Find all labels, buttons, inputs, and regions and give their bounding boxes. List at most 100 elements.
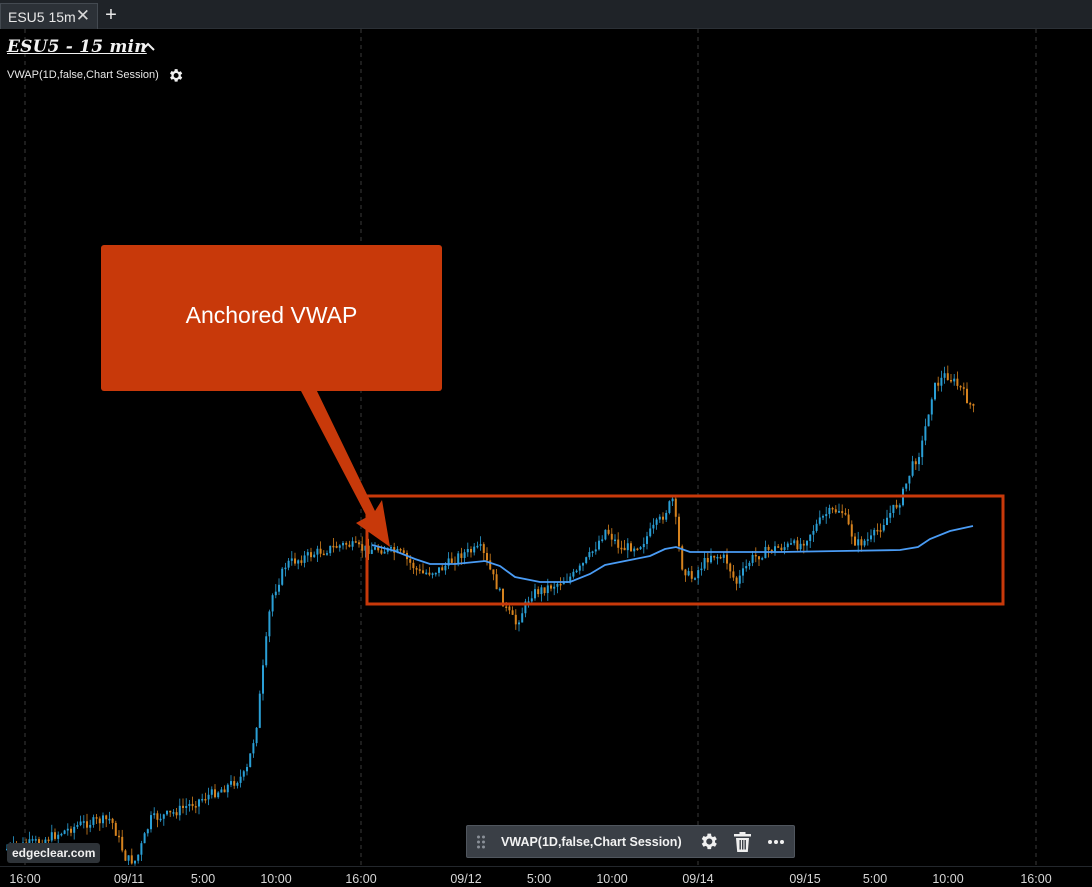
- candle: [873, 529, 876, 536]
- x-tick-label: 5:00: [526, 872, 552, 886]
- candle: [358, 542, 360, 545]
- candle: [63, 830, 66, 834]
- x-tick-label: 5:00: [190, 872, 216, 886]
- candle: [134, 860, 136, 864]
- candle: [70, 828, 72, 833]
- candle: [150, 815, 152, 830]
- candle: [738, 575, 741, 584]
- chevron-up-icon[interactable]: [139, 38, 157, 56]
- candle: [50, 832, 53, 841]
- more-icon[interactable]: [759, 826, 793, 857]
- close-icon[interactable]: ✕: [75, 6, 90, 25]
- candle: [793, 540, 796, 544]
- candle: [338, 545, 341, 548]
- grid-lines: [24, 29, 1037, 866]
- candle: [697, 570, 700, 579]
- candle: [783, 547, 786, 550]
- candle: [182, 805, 184, 808]
- candle: [121, 836, 124, 851]
- price-chart[interactable]: [0, 29, 1092, 866]
- candle: [86, 821, 88, 828]
- candle: [329, 545, 332, 554]
- gear-icon[interactable]: [691, 826, 725, 857]
- candle: [169, 810, 172, 813]
- vwap-line: [371, 525, 974, 583]
- candle: [710, 555, 712, 563]
- candle: [482, 544, 485, 554]
- candle: [319, 548, 322, 554]
- candle: [681, 546, 684, 570]
- candle: [530, 598, 533, 602]
- tab-esu5-15m[interactable]: ESU5 15m ✕: [0, 3, 98, 29]
- candle: [108, 818, 111, 821]
- candle: [671, 498, 674, 502]
- candle: [508, 606, 511, 611]
- candle: [140, 843, 143, 855]
- candle: [706, 557, 709, 563]
- candle: [665, 512, 668, 520]
- candle: [809, 534, 812, 541]
- candle: [438, 567, 440, 573]
- candle: [444, 565, 447, 571]
- candle: [294, 558, 296, 564]
- candle: [412, 562, 415, 569]
- candle: [524, 601, 527, 614]
- candle: [223, 789, 226, 793]
- candle: [754, 554, 757, 557]
- candle: [870, 535, 872, 540]
- candle: [617, 539, 620, 548]
- x-tick-label: 09/12: [450, 872, 482, 886]
- candle: [89, 824, 92, 828]
- candle: [946, 373, 949, 380]
- candle: [905, 483, 908, 489]
- candle: [137, 854, 140, 861]
- candle: [844, 513, 847, 515]
- candle: [703, 557, 706, 569]
- candle: [460, 553, 463, 558]
- trash-icon[interactable]: [725, 826, 759, 857]
- candle: [543, 587, 546, 594]
- candle: [290, 558, 293, 561]
- candle: [418, 569, 421, 571]
- candle: [233, 781, 236, 786]
- candle: [402, 550, 405, 553]
- tab-label: ESU5 15m: [8, 8, 76, 25]
- drag-handle-icon[interactable]: [467, 826, 495, 857]
- candle: [175, 812, 178, 816]
- candle: [162, 814, 165, 819]
- candle: [242, 771, 245, 777]
- x-tick-label: 09/11: [113, 872, 145, 886]
- candle: [924, 426, 927, 441]
- candle: [505, 606, 508, 608]
- candle: [28, 839, 31, 846]
- candle: [927, 414, 930, 427]
- candle: [578, 565, 581, 571]
- candle: [790, 543, 792, 545]
- candle: [569, 576, 572, 582]
- candle: [722, 554, 725, 558]
- candle: [95, 817, 98, 819]
- candle: [674, 498, 677, 517]
- candle: [47, 839, 50, 842]
- candle: [73, 826, 76, 833]
- candle: [751, 554, 754, 563]
- candle: [882, 525, 885, 531]
- candle: [425, 572, 428, 575]
- chart-title[interactable]: ESU5 - 15 min: [7, 37, 147, 57]
- candle: [770, 549, 773, 552]
- gear-icon[interactable]: [167, 67, 184, 84]
- candle: [262, 665, 264, 694]
- candle: [921, 440, 924, 458]
- chart-area[interactable]: [0, 29, 1092, 866]
- candle: [316, 548, 319, 555]
- x-tick-label: 09/14: [682, 872, 714, 886]
- candle: [860, 539, 863, 546]
- add-tab-icon[interactable]: +: [105, 4, 117, 26]
- candle: [690, 571, 693, 579]
- candle: [735, 577, 738, 584]
- candle: [236, 782, 239, 786]
- candle: [950, 379, 952, 382]
- candle: [937, 382, 940, 386]
- candle: [825, 514, 828, 517]
- x-tick-label: 16:00: [345, 872, 377, 886]
